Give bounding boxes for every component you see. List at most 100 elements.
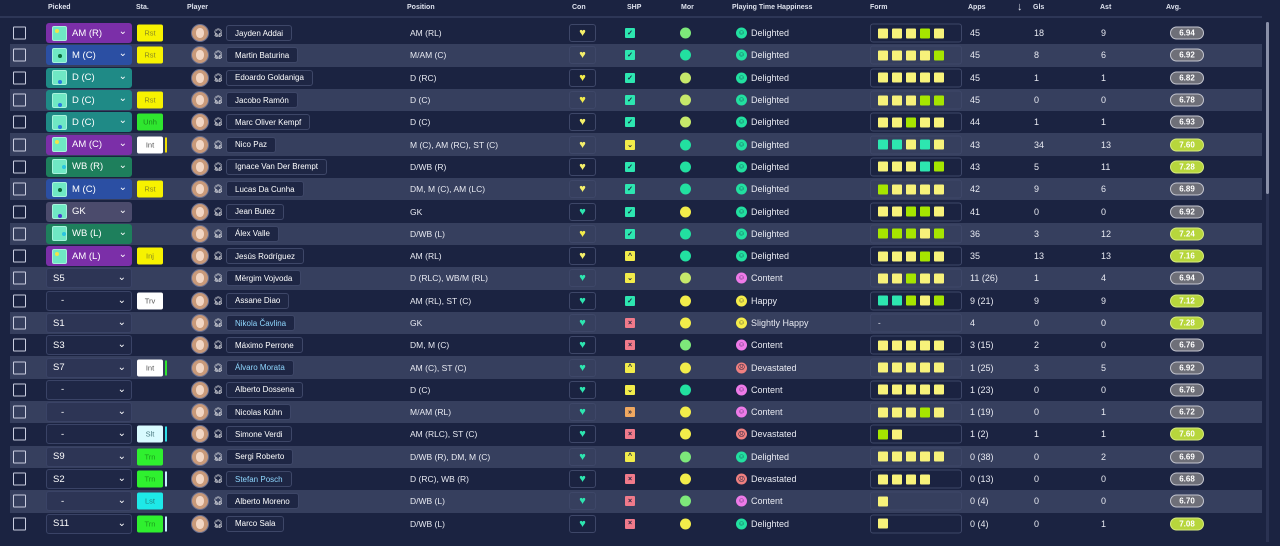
picked-dropdown[interactable]: GK ⌄ [46, 201, 132, 222]
picked-dropdown[interactable]: - ⌄ [46, 424, 132, 445]
table-row[interactable]: D (C) ⌄ 🎧︎ Edoardo Goldaniga D (RC) ♥ ✓ ☺ Deligh… [10, 67, 1262, 89]
player-name-button[interactable]: Sergi Roberto [226, 448, 294, 465]
table-row[interactable]: WB (R) ⌄ 🎧︎ Ignace Van Der Brempt D/WB (R) ♥ ✓… [10, 156, 1262, 178]
player-name-button[interactable]: Marco Sala [226, 515, 285, 532]
player-name-button[interactable]: Alberto Moreno [226, 493, 299, 510]
table-row[interactable]: - ⌄ Slt 🎧︎ Simone Verdi AM (RLC), ST (C) ♥ × ☹ De… [10, 423, 1262, 445]
select-checkbox[interactable] [13, 472, 26, 486]
picked-dropdown[interactable]: S2 ⌄ [46, 469, 132, 490]
select-checkbox[interactable] [13, 71, 26, 85]
select-checkbox[interactable] [13, 182, 26, 196]
col-goals[interactable]: Gls [1033, 4, 1045, 11]
select-checkbox[interactable] [13, 383, 26, 397]
select-checkbox[interactable] [13, 294, 26, 308]
player-name-button[interactable]: Jean Butez [226, 203, 285, 220]
select-checkbox[interactable] [13, 227, 26, 241]
table-row[interactable]: - ⌄ Trv 🎧︎ Assane Diao AM (RL), ST (C) ♥ ✓ ☺ Happ… [10, 290, 1262, 312]
picked-dropdown[interactable]: AM (L) ⌄ [46, 246, 132, 267]
select-checkbox[interactable] [13, 427, 26, 441]
picked-dropdown[interactable]: - ⌄ [46, 402, 132, 423]
picked-dropdown[interactable]: AM (R) ⌄ [46, 23, 132, 44]
player-name-button[interactable]: Jesús Rodríguez [226, 248, 305, 265]
status-badge[interactable]: Trn [137, 515, 167, 533]
table-row[interactable]: S2 ⌄ Trn 🎧︎ Stefan Posch D (RC), WB (R) ♥ × ☹ Dev… [10, 468, 1262, 490]
select-checkbox[interactable] [13, 249, 26, 263]
player-name-button[interactable]: Máximo Perrone [226, 337, 303, 354]
select-checkbox[interactable] [13, 494, 26, 508]
picked-dropdown[interactable]: S3 ⌄ [46, 335, 132, 356]
status-badge[interactable]: Int [137, 359, 167, 377]
picked-dropdown[interactable]: D (C) ⌄ [46, 67, 132, 88]
table-row[interactable]: S9 ⌄ Trn 🎧︎ Sergi Roberto D/WB (R), DM, M (C)… [10, 445, 1262, 468]
col-shp[interactable]: SHP [627, 4, 642, 11]
table-row[interactable]: D (C) ⌄ Rst 🎧︎ Jacobo Ramón D (C) ♥ ✓ ☺ Delighted… [10, 88, 1262, 112]
player-name-button[interactable]: Ignace Van Der Brempt [226, 158, 328, 175]
status-badge[interactable]: Rst [137, 46, 163, 64]
table-row[interactable]: AM (R) ⌄ Rst 🎧︎ Jayden Addai AM (RL) ♥ ✓ ☺ Deligh… [10, 22, 1262, 44]
table-row[interactable]: - ⌄ 🎧︎ Alberto Dossena D (C) ♥ ⌄ ☺ Content 1 (23)… [10, 379, 1262, 401]
player-name-button[interactable]: Nicolas Kühn [226, 404, 292, 421]
select-checkbox[interactable] [13, 405, 26, 419]
picked-dropdown[interactable]: - ⌄ [46, 491, 132, 512]
select-checkbox[interactable] [13, 138, 26, 152]
select-checkbox[interactable] [13, 361, 26, 375]
select-checkbox[interactable] [13, 26, 26, 40]
status-badge[interactable]: Rst [137, 24, 163, 42]
player-name-button[interactable]: Nikola Čavlina [226, 315, 296, 331]
player-name-button[interactable]: Álvaro Morata [226, 359, 294, 376]
col-playing-time-happiness[interactable]: Playing Time Happiness [732, 4, 813, 11]
picked-dropdown[interactable]: WB (L) ⌄ [46, 223, 132, 244]
picked-dropdown[interactable]: M (C) ⌄ [46, 45, 132, 66]
player-name-button[interactable]: Álex Valle [226, 225, 279, 242]
picked-dropdown[interactable]: S5 ⌄ [46, 268, 132, 289]
select-checkbox[interactable] [13, 160, 26, 174]
col-condition[interactable]: Con [572, 4, 586, 11]
arrow-down-icon[interactable]: ↓ [1017, 1, 1023, 13]
player-name-button[interactable]: Simone Verdi [226, 426, 292, 443]
picked-dropdown[interactable]: M (C) ⌄ [46, 179, 132, 200]
player-name-button[interactable]: Assane Diao [226, 292, 290, 309]
table-row[interactable]: S11 ⌄ Trn 🎧︎ Marco Sala D/WB (L) ♥ × ☺ Delighted 0… [10, 513, 1262, 535]
select-checkbox[interactable] [13, 338, 26, 352]
player-name-button[interactable]: Lucas Da Cunha [226, 181, 304, 198]
table-row[interactable]: S1 ⌄ 🎧︎ Nikola Čavlina GK ♥ × ☺ Slightly Happy - 4… [10, 311, 1262, 335]
table-row[interactable]: M (C) ⌄ Rst 🎧︎ Lucas Da Cunha DM, M (C), AM (… [10, 178, 1262, 201]
table-row[interactable]: AM (L) ⌄ Inj 🎧︎ Jesús Rodríguez AM (RL) ♥ ^ ☺ Del… [10, 245, 1262, 267]
player-name-button[interactable]: Mërgim Vojvoda [226, 270, 302, 287]
col-position[interactable]: Position [407, 4, 435, 11]
col-player[interactable]: Player [187, 4, 209, 11]
col-assists[interactable]: Ast [1100, 4, 1112, 11]
status-badge[interactable]: Trv [137, 292, 163, 310]
picked-dropdown[interactable]: S1 ⌄ [46, 313, 132, 333]
player-name-button[interactable]: Alberto Dossena [226, 381, 304, 398]
select-checkbox[interactable] [13, 205, 26, 219]
status-badge[interactable]: Rst [137, 180, 163, 198]
player-name-button[interactable]: Martin Baturina [226, 47, 299, 64]
player-name-button[interactable]: Edoardo Goldaniga [226, 69, 313, 86]
col-status[interactable]: Sta. [136, 4, 149, 11]
status-badge[interactable]: Int [137, 136, 167, 154]
status-badge[interactable]: Lst [137, 492, 163, 510]
select-checkbox[interactable] [13, 115, 26, 129]
picked-dropdown[interactable]: - ⌄ [46, 290, 132, 311]
status-badge[interactable]: Unh [137, 113, 163, 131]
table-row[interactable]: - ⌄ 🎧︎ Nicolas Kühn M/AM (RL) ♥» ☺ Content 1 (19… [10, 401, 1262, 424]
table-row[interactable]: M (C) ⌄ Rst 🎧︎ Martin Baturina M/AM (C) ♥ ✓ ☺ Del… [10, 44, 1262, 67]
player-name-button[interactable]: Nico Paz [226, 136, 277, 153]
status-badge[interactable]: Slt [137, 425, 167, 443]
select-checkbox[interactable] [13, 316, 26, 330]
status-badge[interactable]: Rst [137, 91, 163, 109]
picked-dropdown[interactable]: AM (C) ⌄ [46, 134, 132, 155]
select-checkbox[interactable] [13, 93, 26, 107]
status-badge[interactable]: Trn [137, 470, 167, 488]
table-row[interactable]: S7 ⌄ Int 🎧︎ Álvaro Morata AM (C), ST (C) ♥ ^ ☹ De… [10, 356, 1262, 379]
table-row[interactable]: S3 ⌄ 🎧︎ Máximo Perrone DM, M (C) ♥ × ☺ Content 3 … [10, 334, 1262, 356]
scrollbar-track[interactable] [1266, 22, 1269, 542]
player-name-button[interactable]: Marc Oliver Kempf [226, 114, 311, 131]
col-morale[interactable]: Mor [681, 4, 694, 11]
table-row[interactable]: - ⌄ Lst 🎧︎ Alberto Moreno D/WB (L) ♥ × ☺ Content 0… [10, 490, 1262, 513]
status-badge[interactable]: Trn [137, 448, 163, 466]
scrollbar-thumb[interactable] [1266, 22, 1269, 194]
col-apps[interactable]: Apps [968, 4, 986, 11]
select-checkbox[interactable] [13, 48, 26, 62]
